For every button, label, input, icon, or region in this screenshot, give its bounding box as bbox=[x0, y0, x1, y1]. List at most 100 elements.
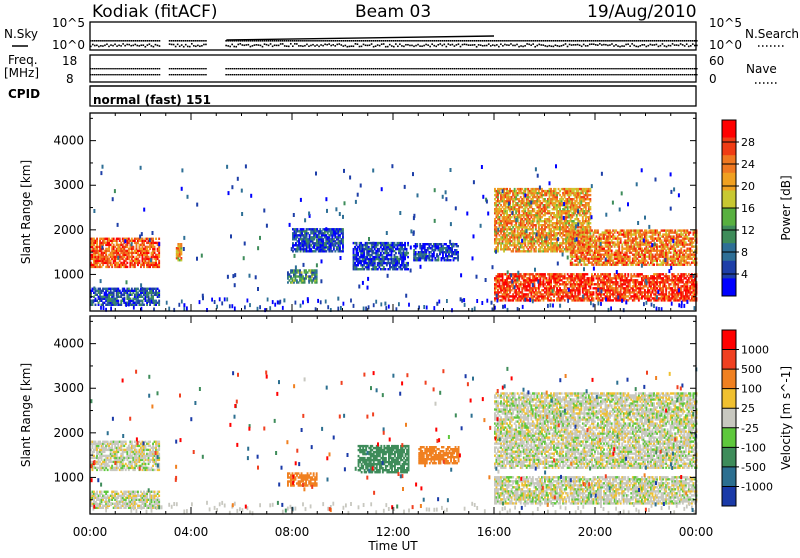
power-echo-cell bbox=[449, 249, 452, 252]
nsearch-point bbox=[617, 45, 619, 47]
power-echo-cell bbox=[305, 238, 308, 241]
power-echo-cell bbox=[432, 249, 435, 252]
power-echo-cell bbox=[332, 234, 335, 237]
power-echo-cell bbox=[90, 245, 92, 249]
power-echo-cell bbox=[135, 303, 138, 306]
power-echo-cell bbox=[519, 195, 522, 199]
power-echo-cell bbox=[311, 242, 314, 245]
power-echo-cell bbox=[97, 289, 100, 292]
power-echo-cell bbox=[301, 232, 303, 235]
freq-point bbox=[457, 68, 460, 70]
power-echo-cell bbox=[305, 246, 308, 249]
power-echo-cell bbox=[334, 232, 337, 235]
power-echo-cell bbox=[129, 289, 132, 292]
power-echo-cell bbox=[314, 271, 317, 274]
power-echo-cell bbox=[115, 293, 118, 296]
power-echo-cell bbox=[152, 265, 154, 269]
power-echo-cell bbox=[99, 245, 101, 249]
power-echo-cell bbox=[551, 273, 554, 276]
power-echo-cell bbox=[137, 239, 139, 242]
power-echo-cell bbox=[522, 285, 525, 288]
power-echo-cell bbox=[372, 259, 375, 263]
power-echo-cell bbox=[429, 259, 432, 262]
power-echo-cell bbox=[452, 257, 455, 260]
nsky-point bbox=[334, 40, 337, 42]
power-echo-cell bbox=[126, 245, 129, 249]
power-echo-cell bbox=[423, 251, 426, 254]
power-echo-cell bbox=[500, 273, 502, 276]
power-echo-cell bbox=[326, 248, 329, 251]
power-echo-cell bbox=[126, 291, 129, 294]
freq-point bbox=[483, 68, 486, 70]
power-echo-cell bbox=[310, 244, 313, 247]
nsky-point bbox=[271, 40, 274, 42]
freq-point bbox=[94, 68, 96, 70]
power-echo-cell bbox=[504, 295, 507, 298]
power-echo-cell bbox=[537, 289, 540, 292]
power-echo-cell bbox=[158, 263, 161, 267]
freq-point bbox=[289, 68, 292, 70]
power-echo-cell bbox=[329, 232, 332, 235]
power-echo-cell bbox=[152, 301, 154, 304]
nave-point bbox=[393, 74, 395, 76]
power-echo-cell bbox=[178, 251, 181, 254]
power-echo-cell bbox=[108, 239, 111, 242]
nave-point bbox=[556, 74, 559, 76]
power-echo-cell bbox=[587, 277, 590, 280]
freq-point bbox=[231, 68, 233, 70]
power-echo-cell bbox=[106, 299, 109, 302]
power-echo-cell bbox=[524, 283, 527, 286]
power-echo-cell bbox=[138, 261, 141, 265]
nave-point bbox=[421, 74, 423, 76]
power-echo-cell bbox=[121, 287, 124, 290]
nave-point bbox=[431, 74, 433, 76]
nsky-point bbox=[120, 40, 122, 42]
power-echo-cell bbox=[117, 253, 120, 257]
nsearch-point bbox=[180, 44, 183, 46]
freq-label: Freq. bbox=[8, 53, 38, 67]
nsky-point bbox=[134, 40, 137, 42]
power-echo-cell bbox=[506, 283, 508, 286]
nsearch-point bbox=[601, 44, 603, 46]
power-echo-cell bbox=[448, 253, 450, 256]
power-echo-cell bbox=[539, 293, 542, 296]
power-echo-cell bbox=[123, 261, 126, 265]
power-echo-cell bbox=[369, 257, 372, 261]
power-echo-cell bbox=[150, 245, 153, 249]
power-echo-cell bbox=[91, 241, 94, 245]
nave-point bbox=[510, 74, 512, 76]
freq-point bbox=[368, 68, 371, 70]
power-echo-cell bbox=[560, 289, 563, 292]
power-echo-cell bbox=[531, 289, 534, 292]
nsky-point bbox=[285, 40, 288, 42]
power-echo-cell bbox=[423, 259, 426, 262]
power-echo-cell bbox=[536, 273, 539, 276]
power-echo-cell bbox=[422, 257, 425, 260]
power-echo-cell bbox=[102, 239, 104, 242]
nsky-point bbox=[283, 40, 286, 42]
power-echo-cell bbox=[314, 244, 317, 247]
power-echo-cell bbox=[414, 247, 417, 250]
power-echo-cell bbox=[334, 230, 337, 233]
power-echo-cell bbox=[90, 255, 92, 259]
power-echo-cell bbox=[566, 291, 569, 294]
nsearch-point bbox=[243, 44, 246, 47]
power-echo-cell bbox=[399, 251, 402, 255]
power-echo-cell bbox=[130, 259, 133, 263]
power-echo-cell bbox=[372, 266, 375, 269]
freq-point bbox=[649, 68, 652, 70]
power-echo-cell bbox=[112, 257, 115, 261]
power-echo-cell bbox=[342, 238, 344, 241]
power-echo-cell bbox=[550, 281, 552, 284]
power-echo-cell bbox=[296, 246, 299, 249]
nsky-point bbox=[560, 40, 563, 42]
power-echo-cell bbox=[401, 245, 403, 249]
nave-point bbox=[199, 74, 201, 76]
power-echo-cell bbox=[494, 277, 496, 280]
power-echo-cell bbox=[326, 228, 329, 231]
power-echo-cell bbox=[548, 285, 551, 288]
nsearch-point bbox=[471, 44, 474, 46]
nave-point bbox=[447, 74, 450, 76]
power-echo-cell bbox=[99, 241, 101, 245]
power-echo-cell bbox=[439, 253, 441, 256]
